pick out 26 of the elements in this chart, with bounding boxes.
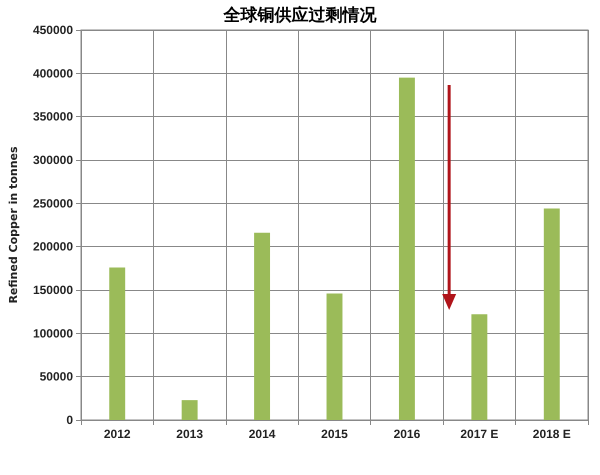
x-tick-label: 2012	[104, 427, 131, 441]
y-tick-label: 100000	[32, 326, 74, 340]
y-tick-label: 300000	[32, 153, 74, 167]
bar	[326, 293, 342, 420]
bar	[544, 208, 560, 420]
y-tick-label: 350000	[32, 110, 74, 124]
y-tick-label: 50000	[40, 370, 74, 384]
x-tick-label: 2017 E	[460, 427, 498, 441]
y-axis-title: Refined Copper in tonnes	[7, 146, 20, 304]
y-tick-label: 150000	[32, 283, 74, 297]
x-tick-label: 2014	[248, 427, 276, 441]
bar	[398, 78, 415, 420]
x-tick-label: 2015	[321, 427, 348, 441]
x-tick-label: 2016	[394, 427, 421, 441]
y-tick-label: 0	[66, 413, 74, 427]
y-tick-label: 400000	[32, 66, 74, 80]
y-tick-label: 200000	[32, 240, 74, 254]
x-tick-label: 2018 E	[532, 427, 571, 441]
chart-title: 全球铜供应过剩情况	[222, 6, 378, 26]
bar	[109, 267, 126, 420]
bar	[182, 400, 198, 420]
y-tick-label: 450000	[32, 23, 74, 37]
bar	[254, 232, 270, 420]
x-tick-label: 2013	[176, 427, 204, 441]
y-tick-label: 250000	[32, 196, 74, 210]
bar	[471, 314, 488, 420]
